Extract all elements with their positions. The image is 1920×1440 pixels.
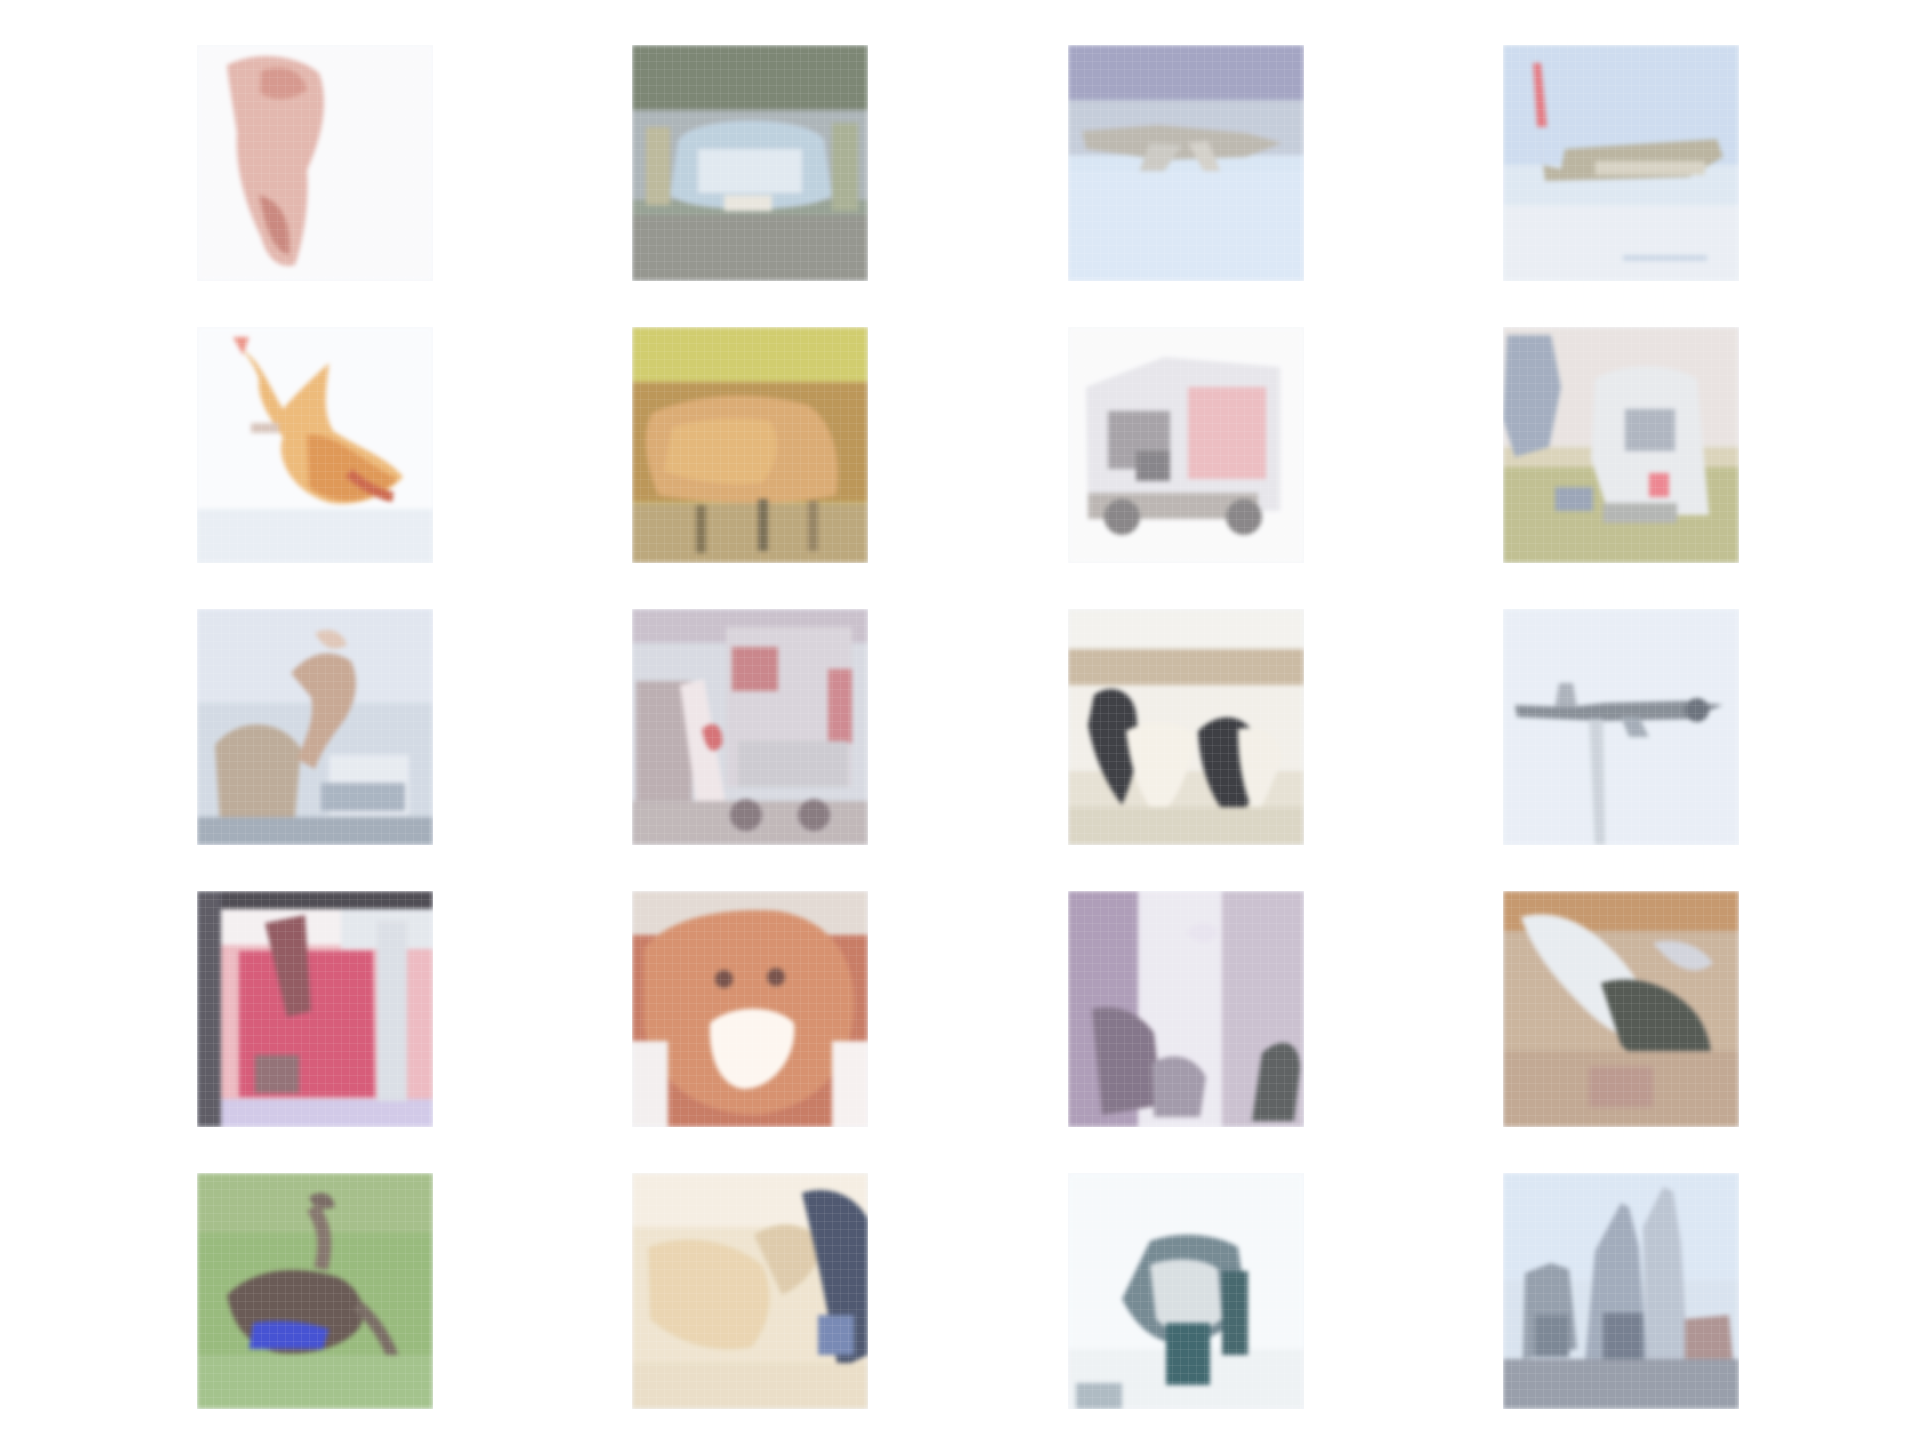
thumbnail-white-red-truck — [1068, 327, 1304, 563]
thumbnail-airplane-runway — [1503, 45, 1739, 281]
thumbnail-city-buildings — [1503, 1173, 1739, 1409]
thumbnail-vehicle-grass — [1503, 327, 1739, 563]
thumbnail-red-interior — [197, 891, 433, 1127]
thumbnail-dark-bird — [197, 1173, 433, 1409]
thumbnail-brown-animal — [632, 327, 868, 563]
thumbnail-cat-face — [632, 891, 868, 1127]
thumbnail-cluttered-scene — [1068, 891, 1304, 1127]
thumbnail-orange-bird — [197, 327, 433, 563]
thumbnail-lizard — [1503, 891, 1739, 1127]
thumbnail-fur-texture — [632, 1173, 868, 1409]
thumbnail-standing-figure — [197, 45, 433, 281]
thumbnail-person-animal — [197, 609, 433, 845]
thumbnail-airplane-snow — [1068, 45, 1304, 281]
thumbnail-black-white-dogs — [1068, 609, 1304, 845]
thumbnail-red-white-truck — [632, 609, 868, 845]
thumbnail-teal-object — [1068, 1173, 1304, 1409]
thumbnail-airplane-sky — [1503, 609, 1739, 845]
thumbnail-blue-car — [632, 45, 868, 281]
